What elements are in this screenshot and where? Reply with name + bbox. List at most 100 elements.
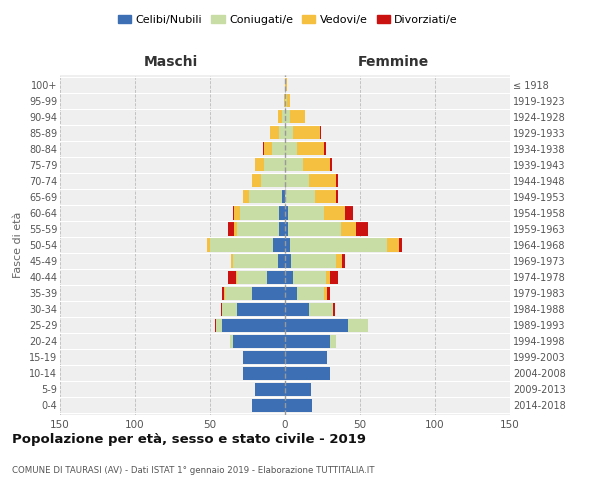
Bar: [330, 270, 337, 283]
Bar: [320, 126, 321, 140]
Bar: [234, 222, 237, 235]
Bar: [327, 286, 330, 300]
Bar: [399, 238, 402, 252]
Text: Maschi: Maschi: [144, 55, 198, 69]
Bar: [324, 286, 327, 300]
Bar: [222, 286, 223, 300]
Bar: [277, 110, 282, 124]
Bar: [333, 302, 335, 316]
Bar: [324, 206, 345, 220]
Bar: [282, 110, 285, 124]
Bar: [291, 254, 336, 268]
Bar: [336, 254, 342, 268]
Bar: [355, 222, 367, 235]
Bar: [297, 286, 324, 300]
Bar: [285, 190, 315, 203]
Bar: [277, 254, 285, 268]
Bar: [249, 190, 282, 203]
Bar: [279, 126, 285, 140]
Bar: [293, 126, 320, 140]
Bar: [341, 222, 355, 235]
Bar: [267, 270, 285, 283]
Bar: [237, 302, 285, 316]
Bar: [237, 222, 279, 235]
Bar: [309, 174, 336, 188]
Bar: [297, 142, 324, 156]
Bar: [255, 158, 264, 172]
Bar: [285, 383, 311, 396]
Bar: [285, 158, 303, 172]
Bar: [324, 142, 325, 156]
Bar: [264, 142, 271, 156]
Bar: [223, 286, 225, 300]
Bar: [285, 399, 312, 412]
Bar: [285, 174, 309, 188]
Bar: [285, 78, 287, 91]
Bar: [285, 254, 291, 268]
Bar: [290, 238, 387, 252]
Bar: [233, 334, 285, 348]
Bar: [309, 302, 333, 316]
Bar: [330, 334, 336, 348]
Bar: [285, 350, 327, 364]
Bar: [243, 366, 285, 380]
Bar: [285, 366, 330, 380]
Bar: [231, 254, 233, 268]
Bar: [303, 158, 330, 172]
Bar: [235, 270, 237, 283]
Bar: [342, 254, 345, 268]
Bar: [252, 174, 261, 188]
Bar: [215, 318, 216, 332]
Bar: [325, 270, 330, 283]
Bar: [279, 206, 285, 220]
Bar: [228, 270, 235, 283]
Bar: [228, 222, 234, 235]
Bar: [285, 270, 293, 283]
Bar: [222, 302, 237, 316]
Bar: [285, 286, 297, 300]
Bar: [285, 94, 287, 107]
Bar: [387, 238, 399, 252]
Bar: [252, 286, 285, 300]
Bar: [210, 238, 273, 252]
Bar: [240, 206, 279, 220]
Bar: [222, 318, 285, 332]
Bar: [330, 158, 331, 172]
Bar: [243, 350, 285, 364]
Bar: [225, 286, 252, 300]
Bar: [255, 383, 285, 396]
Bar: [271, 142, 285, 156]
Text: Popolazione per età, sesso e stato civile - 2019: Popolazione per età, sesso e stato civil…: [12, 432, 366, 446]
Bar: [345, 206, 353, 220]
Bar: [270, 126, 279, 140]
Bar: [233, 206, 234, 220]
Legend: Celibi/Nubili, Coniugati/e, Vedovi/e, Divorziati/e: Celibi/Nubili, Coniugati/e, Vedovi/e, Di…: [113, 10, 463, 29]
Bar: [207, 238, 210, 252]
Bar: [282, 190, 285, 203]
Bar: [336, 174, 337, 188]
Bar: [290, 110, 305, 124]
Bar: [285, 238, 290, 252]
Bar: [285, 206, 288, 220]
Bar: [279, 222, 285, 235]
Text: COMUNE DI TAURASI (AV) - Dati ISTAT 1° gennaio 2019 - Elaborazione TUTTITALIA.IT: COMUNE DI TAURASI (AV) - Dati ISTAT 1° g…: [12, 466, 374, 475]
Bar: [264, 158, 285, 172]
Bar: [284, 94, 285, 107]
Bar: [233, 254, 277, 268]
Bar: [315, 190, 336, 203]
Bar: [261, 174, 285, 188]
Text: Femmine: Femmine: [358, 55, 428, 69]
Bar: [288, 222, 341, 235]
Bar: [229, 334, 233, 348]
Y-axis label: Fasce di età: Fasce di età: [13, 212, 23, 278]
Bar: [273, 238, 285, 252]
Bar: [285, 126, 293, 140]
Bar: [287, 94, 290, 107]
Bar: [293, 270, 325, 283]
Bar: [285, 142, 297, 156]
Bar: [221, 302, 222, 316]
Bar: [263, 142, 264, 156]
Bar: [285, 110, 290, 124]
Bar: [285, 334, 330, 348]
Bar: [216, 318, 222, 332]
